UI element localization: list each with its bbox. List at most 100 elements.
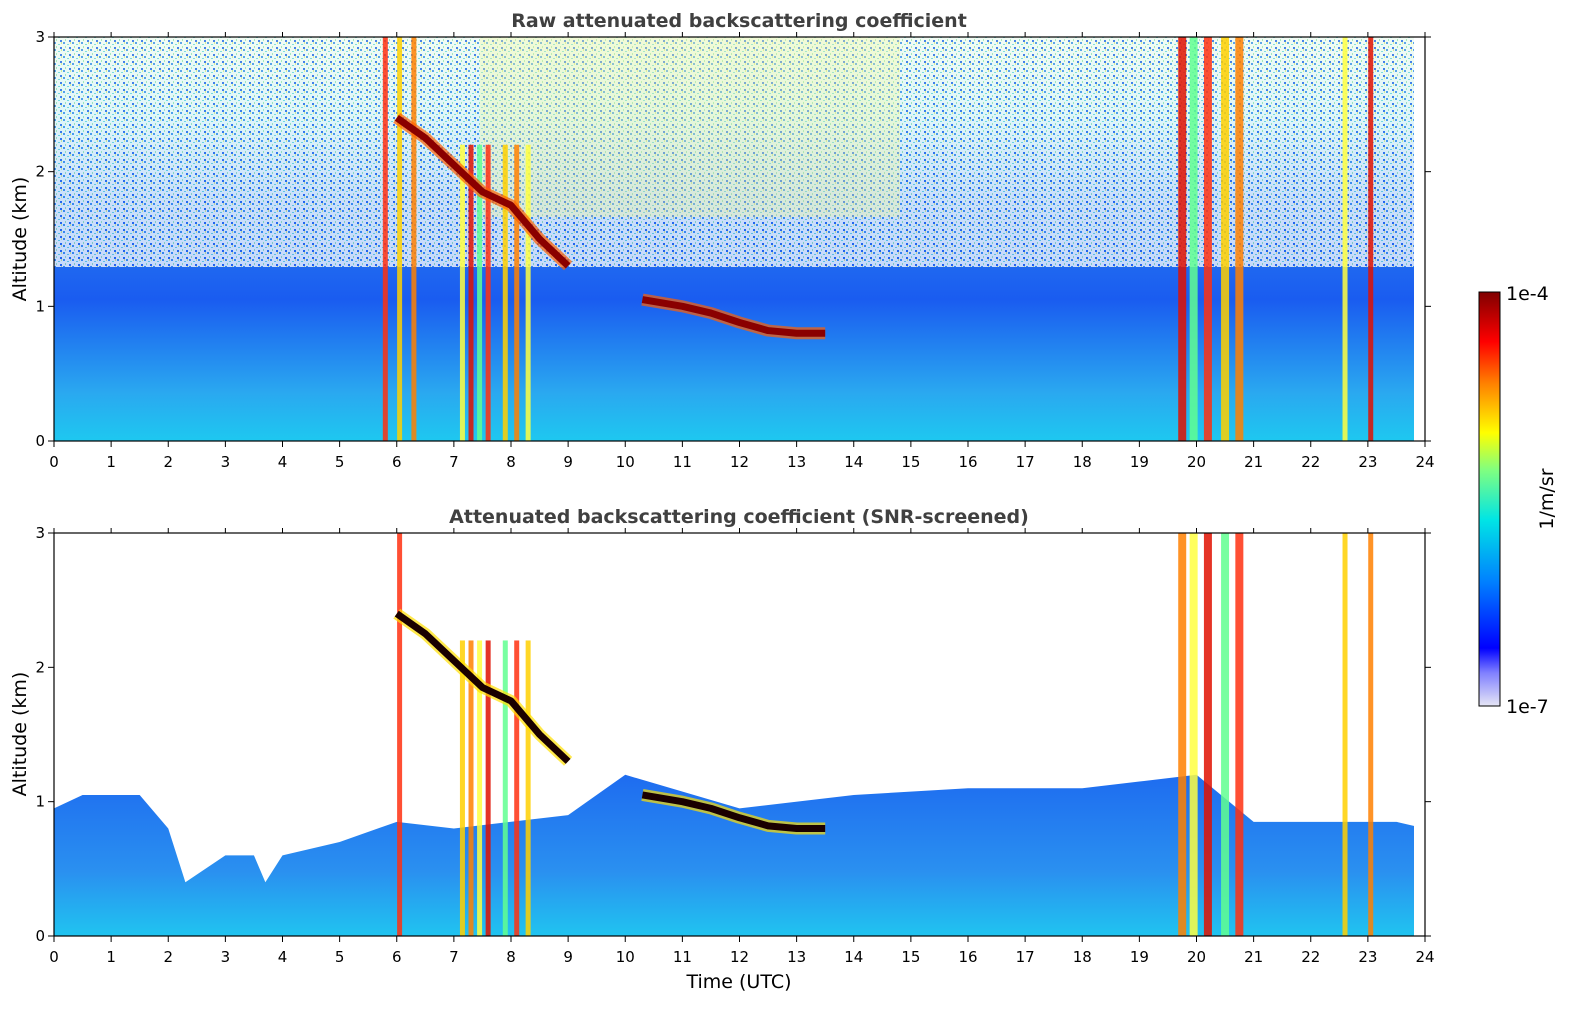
- streak-mark: [525, 144, 531, 441]
- colorbar-gradient: [1478, 291, 1501, 707]
- x-tick-label: 24: [1415, 453, 1434, 471]
- streak-mark: [485, 144, 491, 441]
- x-tick-label: 19: [1130, 948, 1149, 966]
- streak-mark: [485, 640, 491, 936]
- colorbar: 1e-4 1e-7 1/m/sr: [1478, 283, 1558, 718]
- x-axis-screened: 0 1 2 3 4 5 6 7 8 9 10 11 12 13 14 15 16 17 18 19 20 21 22 23 24: [49, 528, 1435, 966]
- x-tick-label: 0: [49, 453, 59, 471]
- x-tick-label: 8: [506, 453, 516, 471]
- x-axis-label: Time (UTC): [685, 971, 791, 993]
- x-tick-label: 7: [449, 453, 459, 471]
- x-tick-label: 1: [106, 453, 116, 471]
- x-tick-label: 2: [163, 453, 173, 471]
- x-tick-label: 1: [106, 948, 116, 966]
- screened-end-gap: [1414, 533, 1425, 936]
- screened-boundary-layer: [54, 774, 1425, 936]
- y-axis-label-raw: Altitude (km): [9, 177, 31, 302]
- streak-mark: [502, 640, 508, 936]
- x-tick-label: 3: [221, 948, 231, 966]
- x-tick-label: 24: [1415, 948, 1434, 966]
- streak-mark: [459, 640, 465, 936]
- x-tick-label: 13: [787, 453, 806, 471]
- chart-title-raw: Raw attenuated backscattering coefficien…: [511, 10, 967, 32]
- layer-core: [394, 114, 571, 269]
- raw-end-gap: [1414, 37, 1425, 441]
- x-tick-label: 14: [844, 453, 863, 471]
- x-tick-label: 5: [335, 948, 345, 966]
- x-tick-label: 11: [673, 453, 692, 471]
- x-tick-label: 16: [958, 948, 977, 966]
- x-tick-label: 9: [563, 948, 573, 966]
- streak-mark: [1221, 533, 1230, 936]
- x-tick-label: 8: [506, 948, 516, 966]
- screened-streaks: [397, 533, 1374, 936]
- streak-mark: [477, 640, 483, 936]
- x-tick-label: 3: [221, 453, 231, 471]
- streak-mark: [1203, 37, 1212, 441]
- screened-layers: [393, 608, 826, 835]
- y-axis-label-screened: Altitude (km): [9, 672, 31, 797]
- x-axis-raw: 0 1 2 3 4 5 6 7 8 9 10 11 12 13 14 15 16 17 18 19 20 21 22 23 24: [49, 32, 1435, 471]
- layer-core: [394, 610, 571, 764]
- x-tick-label: 14: [844, 948, 863, 966]
- x-tick-label: 23: [1358, 453, 1377, 471]
- x-tick-label: 22: [1301, 453, 1320, 471]
- streak-mark: [459, 144, 465, 441]
- x-tick-label: 10: [616, 453, 635, 471]
- chart-title-screened: Attenuated backscattering coefficient (S…: [449, 506, 1029, 528]
- y-tick-label: 2: [35, 163, 45, 181]
- streak-mark: [514, 640, 520, 936]
- x-tick-label: 11: [673, 948, 692, 966]
- x-tick-label: 10: [616, 948, 635, 966]
- x-tick-label: 22: [1301, 948, 1320, 966]
- colorbar-max-label: 1e-4: [1506, 283, 1549, 305]
- streak-mark: [514, 144, 520, 441]
- streak-mark: [1178, 533, 1187, 936]
- x-tick-label: 19: [1130, 453, 1149, 471]
- x-tick-label: 7: [449, 948, 459, 966]
- x-tick-label: 5: [335, 453, 345, 471]
- raw-layers: [393, 112, 826, 340]
- streak-mark: [1235, 37, 1244, 441]
- x-tick-label: 4: [278, 948, 288, 966]
- streak-mark: [397, 533, 403, 936]
- raw-streaks: [382, 37, 1374, 441]
- x-tick-label: 21: [1244, 453, 1263, 471]
- x-tick-label: 4: [278, 453, 288, 471]
- x-tick-label: 18: [1073, 948, 1092, 966]
- y-tick-label: 1: [35, 297, 45, 315]
- streak-mark: [1189, 533, 1198, 936]
- x-tick-label: 20: [1187, 453, 1206, 471]
- y-tick-label: 3: [35, 524, 45, 542]
- x-tick-label: 13: [787, 948, 806, 966]
- streak-mark: [1203, 533, 1212, 936]
- x-tick-label: 15: [901, 948, 920, 966]
- panel-screened: Attenuated backscattering coefficient (S…: [9, 506, 1435, 993]
- streak-mark: [502, 144, 508, 441]
- y-tick-label: 3: [35, 28, 45, 46]
- streak-mark: [468, 640, 474, 936]
- x-tick-label: 16: [958, 453, 977, 471]
- x-tick-label: 12: [730, 948, 749, 966]
- layer-core: [641, 296, 826, 337]
- streak-mark: [1342, 37, 1348, 441]
- heatmap-raw: [54, 37, 1425, 441]
- x-tick-label: 20: [1187, 948, 1206, 966]
- colorbar-min-label: 1e-7: [1506, 696, 1549, 718]
- x-tick-label: 17: [1016, 453, 1035, 471]
- x-tick-label: 9: [563, 453, 573, 471]
- x-tick-label: 18: [1073, 453, 1092, 471]
- y-axis-screened: 0 1 2 3: [35, 524, 1431, 945]
- streak-mark: [1368, 533, 1374, 936]
- streak-mark: [1189, 37, 1198, 441]
- streak-mark: [411, 37, 417, 441]
- streak-mark: [1342, 533, 1348, 936]
- y-tick-label: 1: [35, 793, 45, 811]
- x-tick-label: 15: [901, 453, 920, 471]
- colorbar-unit-label: 1/m/sr: [1536, 468, 1558, 529]
- y-tick-label: 2: [35, 658, 45, 676]
- raw-noise-yellow: [480, 37, 900, 217]
- streak-mark: [1178, 37, 1187, 441]
- streak-mark: [477, 144, 483, 441]
